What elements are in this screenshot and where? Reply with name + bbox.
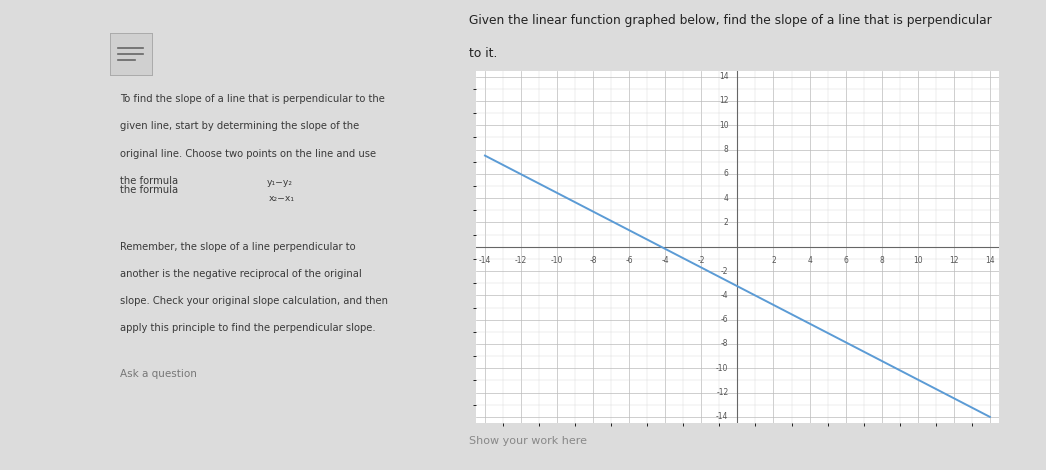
- Text: -14: -14: [717, 412, 728, 422]
- Text: -2: -2: [698, 257, 705, 266]
- Text: To find the slope of a line that is perpendicular to the: To find the slope of a line that is perp…: [120, 94, 385, 104]
- Text: apply this principle to find the perpendicular slope.: apply this principle to find the perpend…: [120, 323, 376, 333]
- Text: another is the negative reciprocal of the original: another is the negative reciprocal of th…: [120, 269, 362, 279]
- Text: Given the linear function graphed below, find the slope of a line that is perpen: Given the linear function graphed below,…: [469, 14, 992, 27]
- Text: 8: 8: [880, 257, 884, 266]
- Text: y₁−y₂: y₁−y₂: [267, 178, 293, 187]
- Text: -12: -12: [515, 257, 527, 266]
- Text: 4: 4: [724, 194, 728, 203]
- Text: -6: -6: [721, 315, 728, 324]
- Text: to it.: to it.: [469, 47, 497, 60]
- Text: -2: -2: [721, 266, 728, 275]
- Text: slope. Check your original slope calculation, and then: slope. Check your original slope calcula…: [120, 296, 388, 306]
- Text: -14: -14: [479, 257, 492, 266]
- Text: 12: 12: [719, 96, 728, 105]
- Text: original line. Choose two points on the line and use: original line. Choose two points on the …: [120, 149, 377, 158]
- Text: -8: -8: [721, 339, 728, 348]
- Text: 14: 14: [719, 72, 728, 81]
- Text: the formula: the formula: [120, 176, 179, 186]
- Text: given line, start by determining the slope of the: given line, start by determining the slo…: [120, 121, 360, 131]
- Text: x₂−x₁: x₂−x₁: [269, 194, 295, 203]
- Text: -4: -4: [721, 291, 728, 300]
- Text: -10: -10: [551, 257, 564, 266]
- Text: 8: 8: [724, 145, 728, 154]
- Text: -8: -8: [589, 257, 597, 266]
- Text: -6: -6: [626, 257, 633, 266]
- Text: the formula: the formula: [120, 185, 179, 195]
- Text: -10: -10: [717, 364, 728, 373]
- Text: Remember, the slope of a line perpendicular to: Remember, the slope of a line perpendicu…: [120, 242, 356, 251]
- Text: 12: 12: [949, 257, 958, 266]
- Text: -12: -12: [717, 388, 728, 397]
- Text: 10: 10: [719, 121, 728, 130]
- Text: 2: 2: [771, 257, 776, 266]
- Text: 10: 10: [913, 257, 923, 266]
- Text: 14: 14: [985, 257, 995, 266]
- Text: Show your work here: Show your work here: [469, 437, 587, 446]
- Text: -4: -4: [661, 257, 669, 266]
- Text: 2: 2: [724, 218, 728, 227]
- Text: 6: 6: [724, 169, 728, 178]
- Text: 4: 4: [808, 257, 812, 266]
- Text: Ask a question: Ask a question: [120, 369, 197, 379]
- Text: 6: 6: [843, 257, 848, 266]
